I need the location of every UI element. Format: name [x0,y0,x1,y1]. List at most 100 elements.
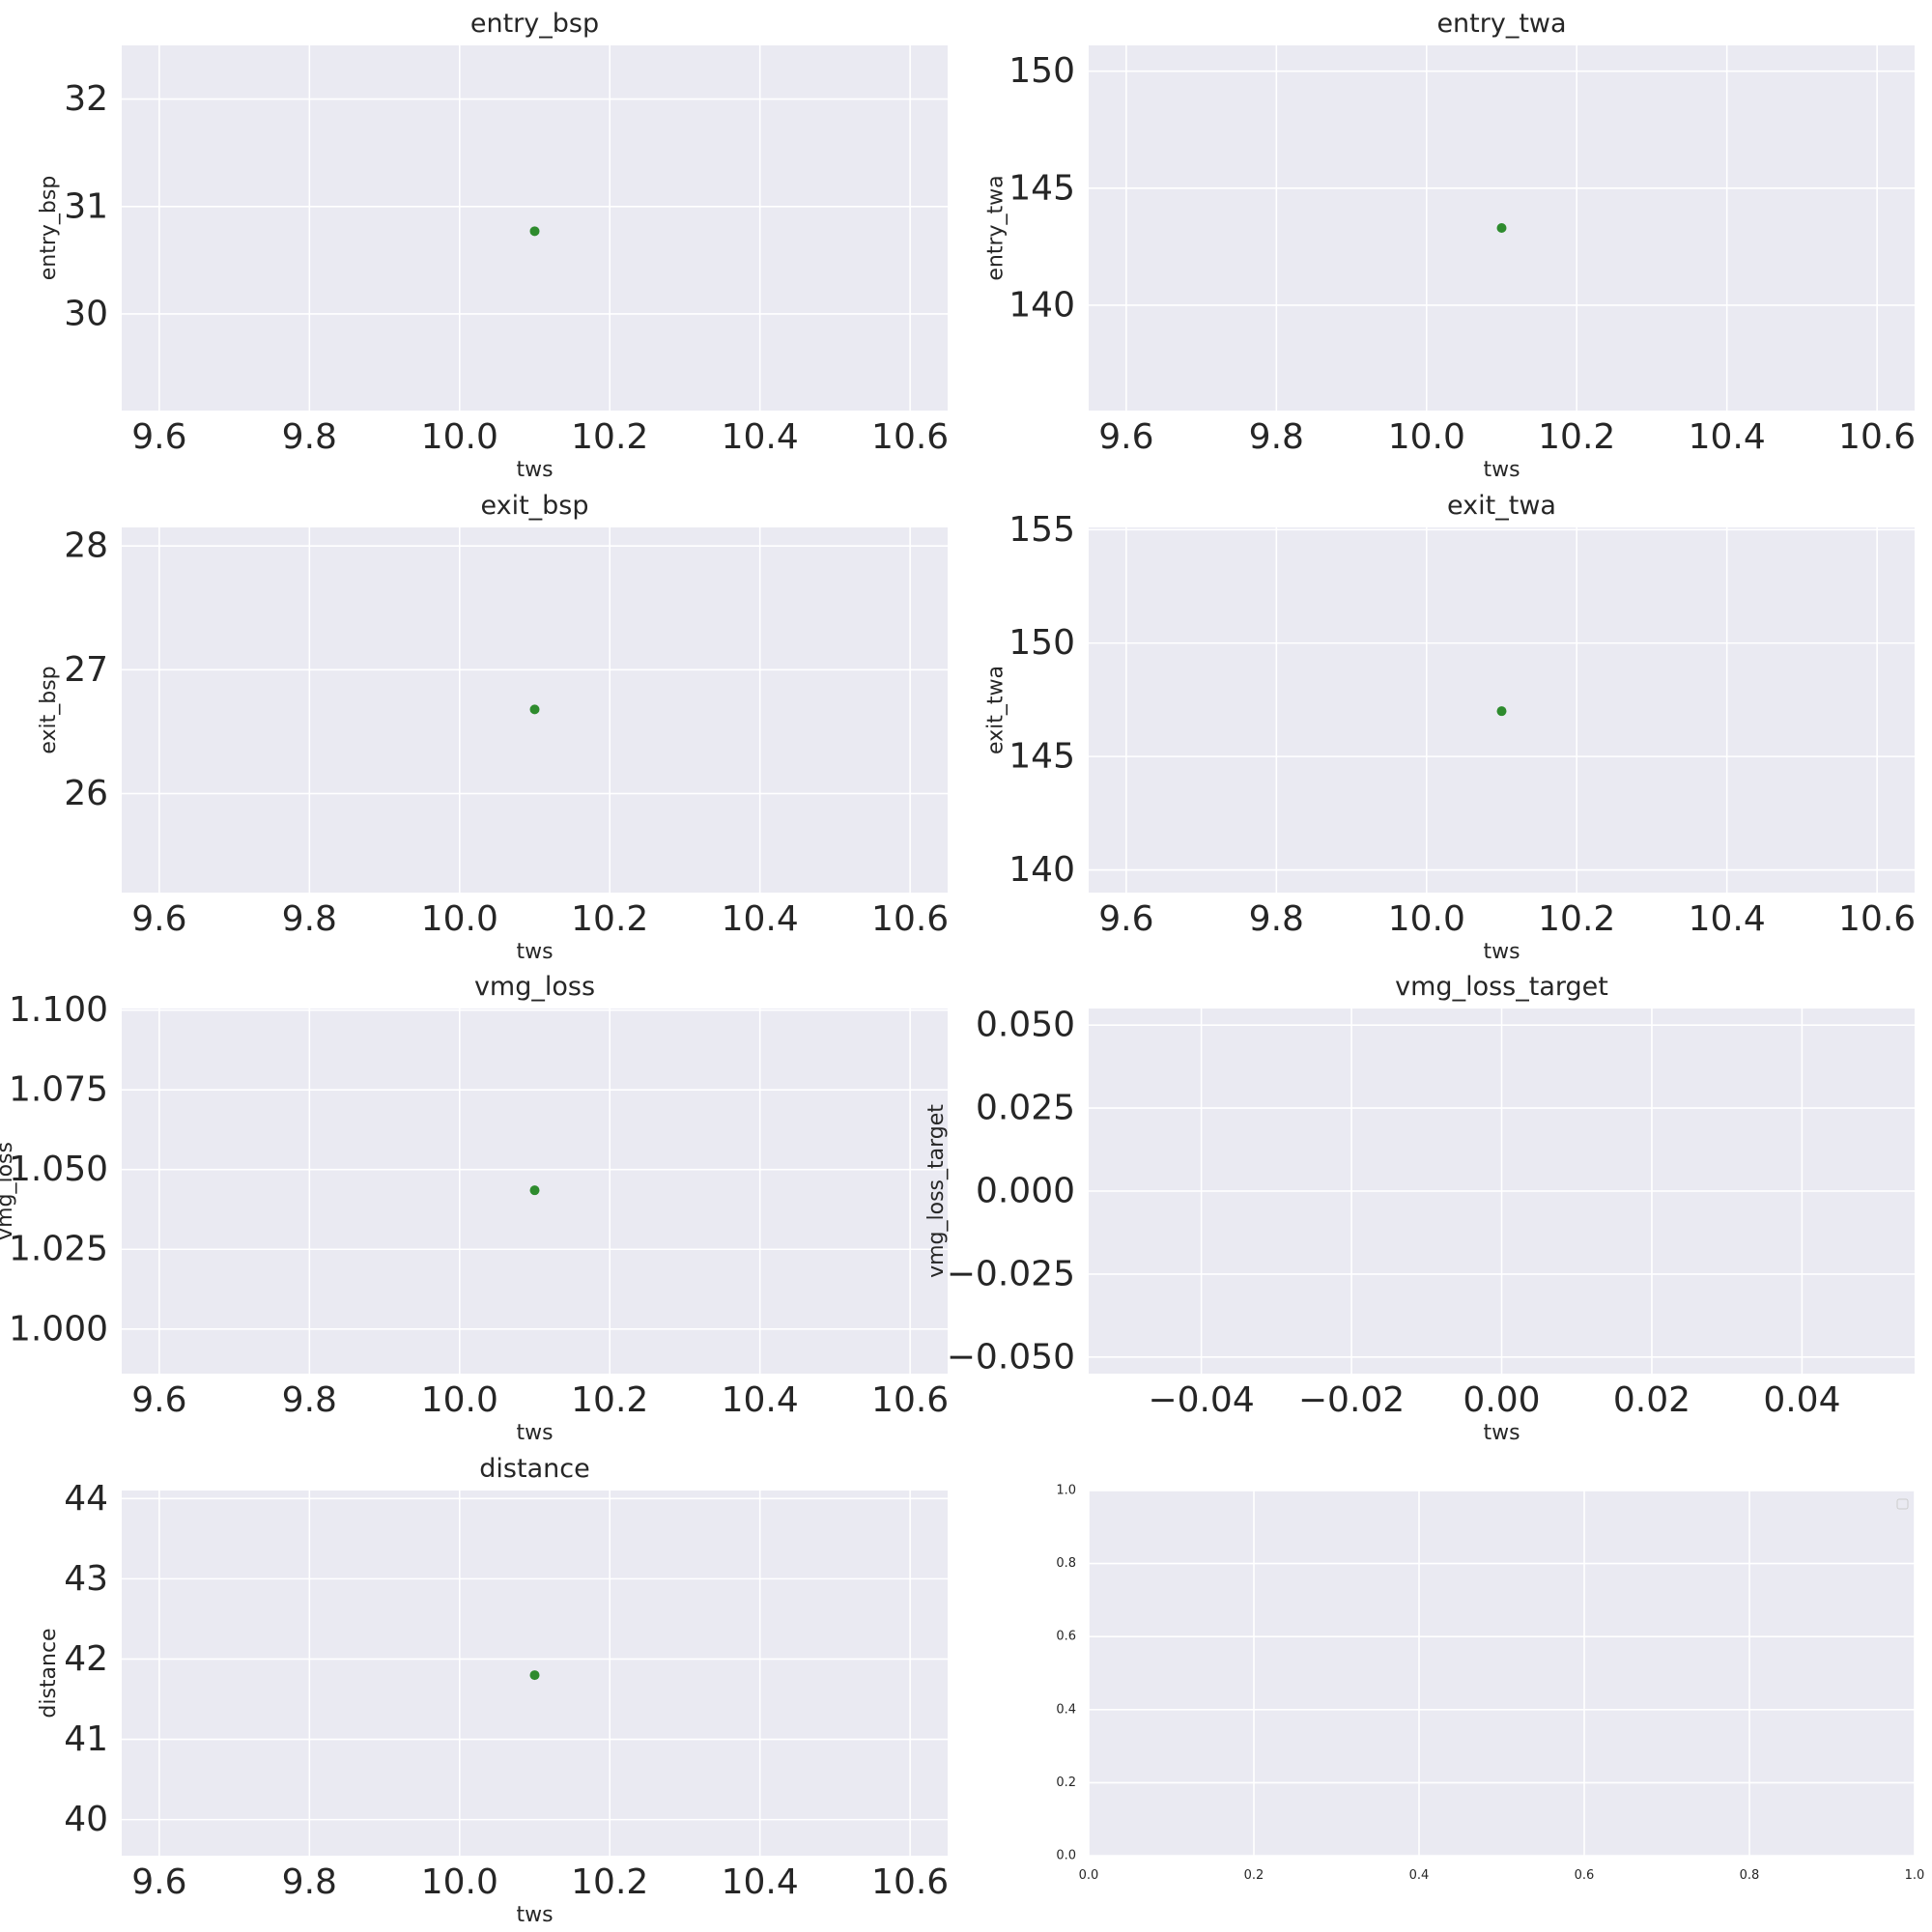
x-tick-label: 0.04 [1763,1380,1840,1420]
y-tick-label: 145 [1009,737,1075,777]
y-axis-label: exit_bsp [37,666,61,753]
x-tick-label: 10.0 [421,417,498,457]
x-axis-label: tws [516,1421,553,1445]
x-tick-label: 0.2 [1244,1868,1264,1883]
y-tick-label: 27 [64,650,108,690]
y-tick-label: 1.0 [1056,1484,1076,1498]
x-tick-label: 0.0 [1079,1868,1099,1883]
y-tick-label: 0.000 [976,1172,1075,1211]
y-tick-label: 145 [1009,168,1075,208]
x-tick-label: 9.6 [131,417,186,457]
x-axis-label: tws [516,940,553,964]
x-tick-label: 10.0 [421,1380,498,1420]
data-point [1496,223,1507,233]
y-tick-label: 150 [1009,623,1075,663]
data-point [529,226,540,237]
x-tick-label: 10.0 [1388,899,1465,939]
x-axis-label: tws [1483,940,1520,964]
x-tick-label: 10.0 [421,899,498,939]
y-tick-label: 1.075 [9,1070,108,1110]
x-tick-label: 10.4 [722,417,799,457]
data-point [529,1185,540,1196]
x-tick-label: 9.8 [282,899,337,939]
y-tick-label: 155 [1009,510,1075,550]
subplot-empty: 0.0 0.2 0.4 0.6 0.8 1.0 0.0 0.2 0.4 0.6 0.8 1.0 [1056,1484,1924,1884]
y-tick-label: 0.4 [1056,1702,1076,1717]
x-tick-label: 10.0 [1388,417,1465,457]
x-axis-label: tws [516,458,553,482]
x-tick-label: 9.8 [282,1862,337,1902]
x-tick-label: 9.6 [131,1862,186,1902]
x-tick-label: 0.8 [1740,1868,1760,1883]
y-tick-label: 31 [64,186,108,226]
subplot-entry_bsp: 9.6 9.8 10.0 10.2 10.4 10.6 30 31 32 entry_bsptws… [37,9,949,482]
y-tick-label: 0.025 [976,1089,1075,1128]
x-tick-label: 10.6 [1838,417,1916,457]
plot-area [1089,1491,1915,1856]
y-tick-label: 1.050 [9,1150,108,1189]
y-tick-label: 0.050 [976,1006,1075,1045]
y-tick-label: 0.0 [1056,1849,1076,1863]
x-tick-label: 10.6 [871,1862,949,1902]
subplot-title: exit_bsp [480,491,588,521]
x-tick-label: 10.2 [1538,899,1615,939]
y-tick-label: 41 [64,1719,108,1759]
y-tick-label: 0.8 [1056,1556,1076,1571]
y-tick-label: 42 [64,1639,108,1679]
y-tick-label: 140 [1009,285,1075,325]
x-tick-label: 9.8 [1249,899,1304,939]
y-tick-label: 43 [64,1559,108,1599]
y-tick-label: 1.000 [9,1309,108,1349]
subplot-exit_twa: 9.6 9.8 10.0 10.2 10.4 10.6 140 145 150 155 exit_t… [984,491,1917,964]
y-tick-label: 0.2 [1056,1776,1076,1790]
x-axis-label: tws [1483,1421,1520,1445]
x-tick-label: 10.2 [571,417,648,457]
x-axis-label: tws [1483,458,1520,482]
x-axis-label: tws [516,1903,553,1927]
x-tick-label: 0.4 [1409,1868,1430,1883]
y-axis-label: vmg_loss_target [924,1104,949,1278]
x-tick-label: 10.2 [1538,417,1615,457]
y-tick-label: −0.050 [947,1337,1075,1377]
subplot-vmg_loss: 9.6 9.8 10.0 10.2 10.4 10.6 1.000 1.025 1.050 1.0… [0,972,949,1445]
y-tick-label: 140 [1009,850,1075,890]
y-tick-label: 44 [64,1479,108,1519]
x-tick-label: 9.8 [282,1380,337,1420]
x-tick-label: 10.0 [421,1862,498,1902]
x-tick-label: 10.4 [1689,899,1766,939]
y-tick-label: 30 [64,294,108,333]
y-tick-label: 150 [1009,51,1075,91]
x-tick-label: 9.6 [131,1380,186,1420]
data-point [529,1670,540,1681]
y-tick-label: 1.025 [9,1230,108,1269]
x-tick-label: 9.8 [282,417,337,457]
x-tick-label: −0.02 [1298,1380,1405,1420]
subplot-title: distance [479,1454,589,1484]
x-tick-label: 0.00 [1463,1380,1540,1420]
legend-box [1896,1498,1909,1510]
subplot-title: entry_bsp [470,9,599,39]
subplot-entry_twa: 9.6 9.8 10.0 10.2 10.4 10.6 140 145 150 entry_twa… [984,9,1917,482]
x-tick-label: 10.6 [871,1380,949,1420]
y-tick-label: 26 [64,774,108,813]
y-axis-label: entry_bsp [37,176,61,281]
x-tick-label: 9.6 [1098,899,1153,939]
x-tick-label: 9.6 [131,899,186,939]
x-tick-label: 0.02 [1613,1380,1690,1420]
y-axis-label: distance [37,1628,61,1718]
x-tick-label: −0.04 [1148,1380,1254,1420]
data-point [529,704,540,715]
subplot-title: entry_twa [1436,9,1566,39]
subplot-title: vmg_loss [474,972,595,1002]
x-tick-label: 10.2 [571,899,648,939]
subplot-title: vmg_loss_target [1395,972,1608,1002]
y-tick-label: 32 [64,79,108,119]
x-tick-label: 1.0 [1905,1868,1925,1883]
x-tick-label: 10.2 [571,1380,648,1420]
y-tick-label: 28 [64,526,108,566]
x-tick-label: 9.8 [1249,417,1304,457]
x-tick-label: 9.6 [1098,417,1153,457]
x-tick-label: 10.6 [871,417,949,457]
x-tick-label: 10.4 [1689,417,1766,457]
x-tick-label: 10.6 [871,899,949,939]
